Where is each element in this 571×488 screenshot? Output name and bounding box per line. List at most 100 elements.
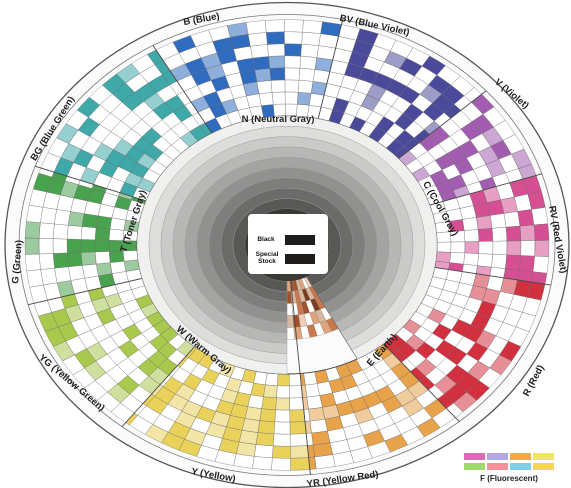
swatch-cell (284, 79, 300, 93)
fluorescent-swatch (509, 452, 532, 461)
swatch-cell (256, 80, 273, 95)
swatch-cell (254, 68, 272, 83)
swatch-cell (277, 373, 290, 387)
swatch-cell (534, 240, 550, 257)
swatch-cell (489, 213, 507, 229)
swatch-cell (54, 209, 71, 226)
swatch-cell (26, 269, 44, 288)
earth-swatch (286, 303, 293, 316)
swatch-cell (233, 453, 255, 469)
special-stock-label: Special Stock (256, 251, 279, 265)
swatch-cell (518, 255, 535, 272)
swatch-cell (258, 92, 274, 106)
swatch-cell (290, 445, 309, 459)
center-key: Black Special Stock (248, 214, 328, 274)
swatch-cell (302, 19, 323, 34)
swatch-cell (66, 225, 83, 240)
swatch-cell (299, 55, 318, 70)
fluorescent-swatch (463, 452, 486, 461)
inner-label-border (18, 14, 556, 476)
swatch-cell (284, 55, 302, 69)
fluorescent-swatch (463, 462, 486, 471)
segment-divider (290, 280, 311, 475)
black-label: Black (257, 236, 275, 243)
swatch-cell (477, 228, 494, 242)
swatch-cell (301, 31, 321, 46)
swatch-cell (255, 432, 275, 447)
swatch-cell (269, 67, 286, 81)
swatch-cell (476, 215, 493, 230)
swatch-cell (261, 396, 277, 411)
swatch-cell (284, 19, 304, 33)
swatch-cell (305, 383, 320, 398)
swatch-cell (38, 238, 54, 255)
swatch-cell (297, 92, 312, 106)
earth-swatch (286, 315, 294, 328)
swatch-cell (80, 239, 96, 253)
swatch-cell (268, 55, 286, 69)
swatch-cell (298, 68, 316, 82)
swatch-cell (81, 213, 99, 228)
swatch-cell (40, 267, 58, 286)
special-stock-swatch (285, 254, 315, 264)
swatch-cell (95, 215, 113, 230)
swatch-cell (491, 227, 508, 242)
black-swatch (285, 235, 315, 245)
swatch-cell (464, 229, 480, 242)
swatch-cell (275, 397, 290, 411)
swatch-cell (94, 239, 110, 253)
swatch-cell (250, 44, 269, 59)
swatch-cell (284, 43, 302, 57)
swatch-cell (303, 371, 318, 386)
swatch-cell (289, 385, 303, 399)
swatch-cell (519, 224, 536, 241)
swatch-cell (265, 372, 279, 386)
swatch-cell (289, 397, 304, 411)
swatch-cell (38, 222, 55, 239)
swatch-cell (241, 418, 260, 433)
swatch-cell (312, 442, 333, 458)
fluorescent-swatch (532, 462, 555, 471)
swatch-cell (247, 32, 268, 47)
swatch-cell (506, 240, 522, 256)
swatch-cell (492, 240, 508, 256)
swatch-cell (464, 241, 480, 254)
swatch-cell (274, 409, 291, 423)
swatch-cell (297, 80, 314, 94)
swatch-cell (257, 420, 275, 435)
swatch-cell (450, 241, 466, 254)
swatch-cell (54, 266, 72, 283)
swatch-cell (94, 251, 111, 265)
fluorescent-swatch (486, 462, 509, 471)
swatch-cell (96, 262, 113, 277)
swatch-cell (67, 252, 83, 267)
swatch-cell (289, 433, 308, 447)
swatch-cell (300, 43, 319, 58)
earth-swatch (286, 291, 292, 304)
swatch-cell (520, 240, 536, 257)
swatch-cell (24, 221, 41, 239)
swatch-cell (52, 223, 69, 240)
swatch-cell (40, 207, 57, 225)
swatch-cell (68, 211, 85, 227)
label-green: G (Green) (10, 239, 25, 284)
swatch-cell (271, 91, 286, 105)
label-neutral-gray: N (Neutral Gray) (242, 114, 315, 125)
swatch-cell (284, 91, 299, 105)
swatch-cell (245, 20, 267, 35)
swatch-cell (263, 384, 278, 398)
swatch-cell (259, 408, 276, 423)
fluorescent-swatch (532, 452, 555, 461)
swatch-cell (449, 252, 465, 265)
swatch-cell (109, 261, 127, 274)
swatch-cell (266, 31, 285, 45)
swatch-cell (26, 204, 44, 223)
swatch-cell (531, 207, 549, 226)
swatch-cell (290, 457, 311, 471)
swatch-cell (25, 253, 41, 272)
swatch-cell (53, 252, 69, 269)
swatch-cell (491, 254, 507, 269)
swatch-cell (80, 226, 97, 240)
swatch-cell (284, 31, 303, 45)
